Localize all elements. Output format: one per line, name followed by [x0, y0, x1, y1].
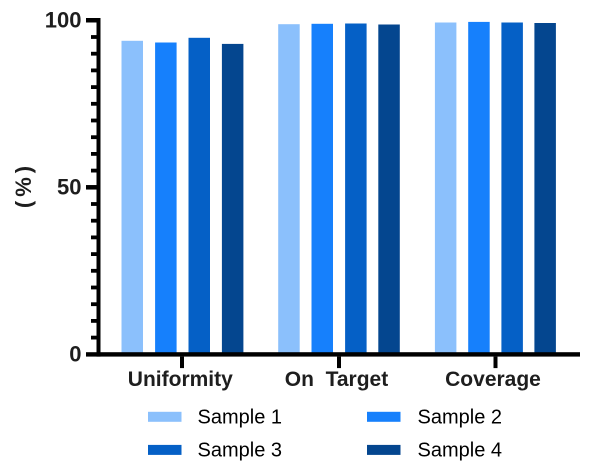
svg-text:Uniformity: Uniformity — [128, 368, 233, 391]
svg-text:Coverage: Coverage — [445, 368, 541, 391]
svg-text:Sample 1: Sample 1 — [198, 406, 283, 428]
svg-text:Sample 4: Sample 4 — [418, 440, 503, 462]
svg-text:Sample 3: Sample 3 — [198, 440, 283, 462]
svg-text:(%): (%) — [11, 162, 36, 208]
svg-text:100: 100 — [45, 8, 82, 33]
svg-text:0: 0 — [69, 342, 81, 367]
svg-text:Sample 2: Sample 2 — [418, 406, 503, 428]
svg-text:On Target: On Target — [285, 368, 388, 391]
svg-text:50: 50 — [57, 175, 81, 200]
